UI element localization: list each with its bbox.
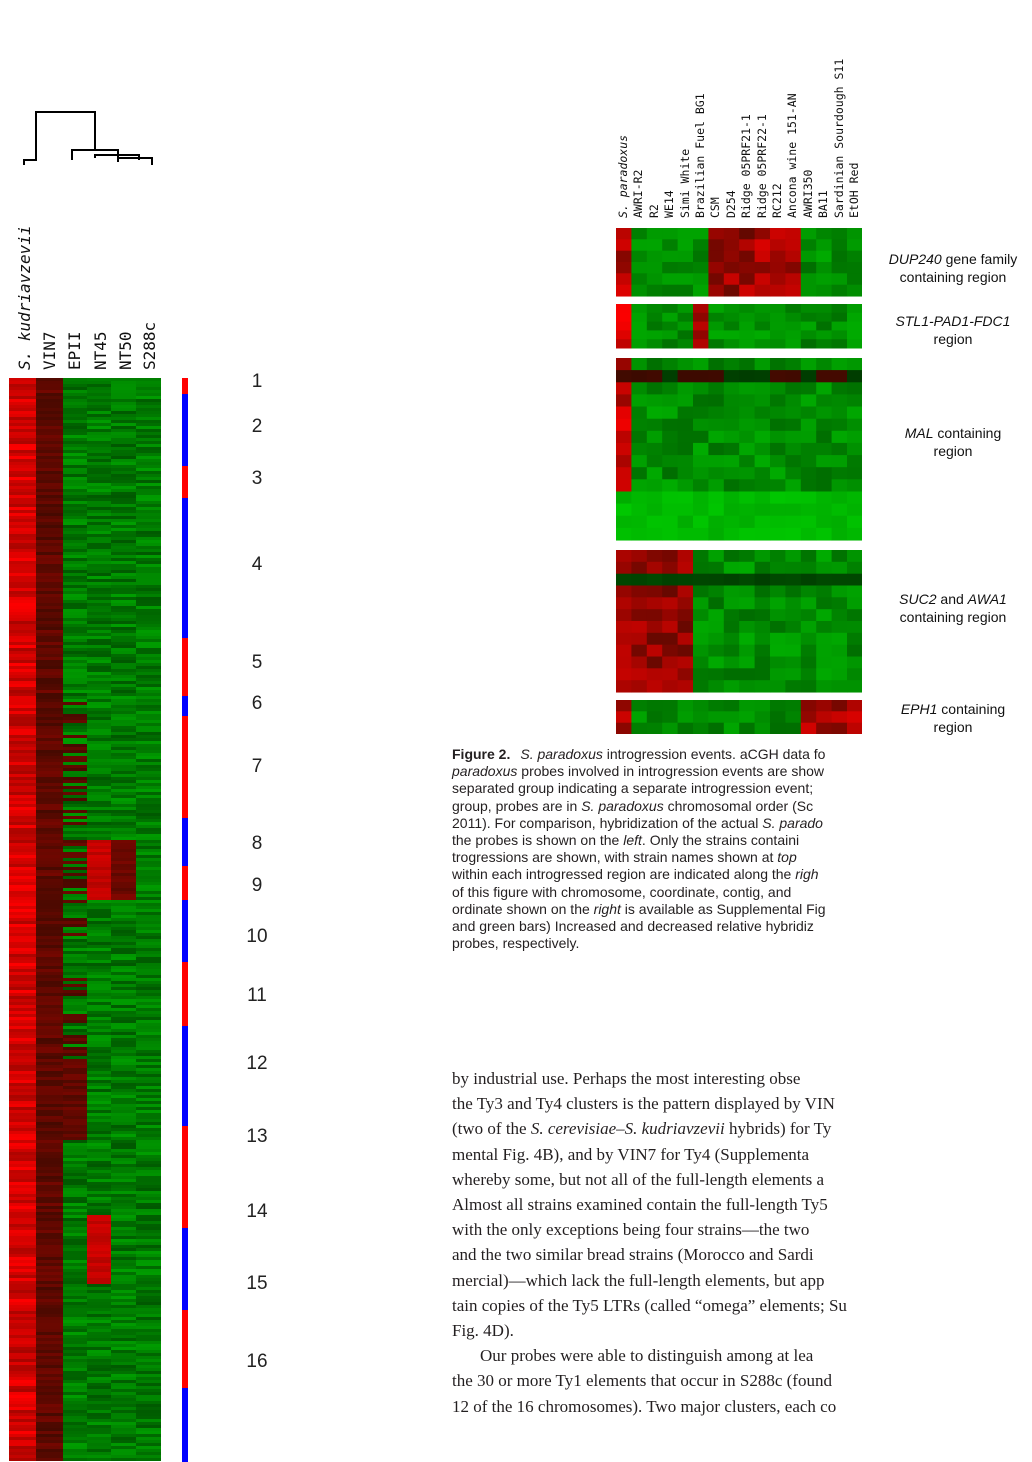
body-line: and the two similar bread strains (Moroc… xyxy=(452,1245,814,1265)
right-strain-label: RC212 xyxy=(770,183,784,218)
chromosome-segment xyxy=(182,1026,188,1126)
region-label-dup240: DUP240 gene family containing region xyxy=(888,251,1018,285)
chromosome-segment xyxy=(182,394,188,466)
chromosome-segment xyxy=(182,716,188,818)
chromosome-number: 6 xyxy=(251,693,263,714)
chromosome-number: 1 xyxy=(251,371,263,392)
body-line: tain copies of the Ty5 LTRs (called “ome… xyxy=(452,1295,847,1315)
body-line: the Ty3 and Ty4 clusters is the pattern … xyxy=(452,1094,835,1114)
chromosome-number: 4 xyxy=(251,554,263,575)
chromosome-number: 3 xyxy=(251,468,263,489)
body-line: Almost all strains examined contain the … xyxy=(452,1195,828,1215)
region-label-eph1: EPH1 containing region xyxy=(900,701,1006,735)
region-label-stl1: STL1-PAD1-FDC1 region xyxy=(895,313,1011,347)
chromosome-number: 9 xyxy=(251,875,263,896)
left-strain-label: S. kudriavzevii xyxy=(15,225,34,371)
chromosome-segment xyxy=(182,866,188,900)
body-line: the 30 or more Ty1 elements that occur i… xyxy=(452,1371,832,1391)
right-strain-label: R2 xyxy=(646,204,661,218)
left-strain-label: EPII xyxy=(65,331,84,370)
right-strain-label: AWRI350 xyxy=(800,169,815,218)
dendrogram xyxy=(23,111,153,165)
left-strain-label: S288c xyxy=(140,321,159,370)
figure-caption: Figure 2. S. paradoxus introgression even… xyxy=(452,746,826,952)
right-strain-label: Sardinian Sourdough S11 xyxy=(831,58,846,218)
right-strain-label: CSM xyxy=(708,197,723,218)
body-line: mental Fig. 4B), and by VIN7 for Ty4 (Su… xyxy=(452,1144,810,1164)
body-line: by industrial use. Perhaps the most inte… xyxy=(452,1069,801,1088)
body-line: with the only exceptions being four stra… xyxy=(452,1220,810,1240)
right-strain-label: AWRI-R2 xyxy=(631,169,646,218)
right-strain-label: D254 xyxy=(723,190,738,218)
body-line: mercial)—which lack the full-length elem… xyxy=(452,1270,825,1290)
chromosome-segment xyxy=(182,696,188,716)
figure-label: Figure 2. xyxy=(452,746,511,762)
body-line: whereby some, but not all of the full-le… xyxy=(452,1169,825,1189)
chromosome-number: 8 xyxy=(251,833,263,854)
chromosome-number: 11 xyxy=(247,985,267,1006)
left-strain-label: VIN7 xyxy=(40,331,59,370)
chromosome-segment xyxy=(182,900,188,962)
right-strain-label: Ridge 05PRF22-1 xyxy=(754,114,769,218)
right-strain-label: EtOH Red xyxy=(847,162,861,218)
chromosome-number: 13 xyxy=(246,1126,268,1147)
region-label-mal: MAL containing region xyxy=(904,425,1002,459)
chromosome-number: 15 xyxy=(246,1273,268,1294)
right-strain-label: WE14 xyxy=(662,190,677,218)
body-line: (two of the S. cerevisiae–S. kudriavzevi… xyxy=(452,1119,832,1139)
right-strain-label: Simi White xyxy=(677,148,692,218)
chromosome-bar xyxy=(182,378,188,1462)
chromosome-number: 2 xyxy=(251,416,263,437)
right-strain-label: Brazilian Fuel BG1 xyxy=(693,93,707,218)
body-line: 12 of the 16 chromosomes). Two major clu… xyxy=(452,1396,837,1416)
left-heatmap xyxy=(9,378,161,1461)
chromosome-segment xyxy=(182,498,188,638)
body-line: Our probes were able to distinguish amon… xyxy=(480,1346,814,1366)
region-label-suc2-awa1: SUC2 and AWA1 containing region xyxy=(899,591,1007,625)
right-strain-label: Ancona wine 151-AN xyxy=(785,93,800,218)
chromosome-segment xyxy=(182,1126,188,1228)
right-strain-label: Ridge 05PRF21-1 xyxy=(739,114,754,218)
chromosome-segment xyxy=(182,638,188,696)
right-strain-label: S. paradoxus xyxy=(616,134,630,218)
chromosome-number: 14 xyxy=(246,1201,268,1222)
chromosome-number: 5 xyxy=(251,652,263,673)
chromosome-segment xyxy=(182,818,188,866)
chromosome-segment xyxy=(182,1310,188,1388)
left-strain-label: NT45 xyxy=(91,331,110,370)
right-strain-label: BA11 xyxy=(816,190,831,218)
chromosome-segment xyxy=(182,1388,188,1462)
chromosome-segment xyxy=(182,962,188,1026)
chromosome-number: 12 xyxy=(246,1053,268,1074)
left-strain-label: NT50 xyxy=(116,331,135,370)
right-heatmap xyxy=(616,228,862,734)
body-line: Fig. 4D). xyxy=(452,1321,514,1341)
body-text: by industrial use. Perhaps the most inte… xyxy=(452,1066,1032,1419)
chromosome-number: 16 xyxy=(246,1351,268,1372)
chromosome-segment xyxy=(182,1228,188,1310)
chromosome-number: 7 xyxy=(251,756,263,777)
chromosome-number: 10 xyxy=(246,926,268,947)
chromosome-segment xyxy=(182,466,188,498)
chromosome-segment xyxy=(182,378,188,394)
